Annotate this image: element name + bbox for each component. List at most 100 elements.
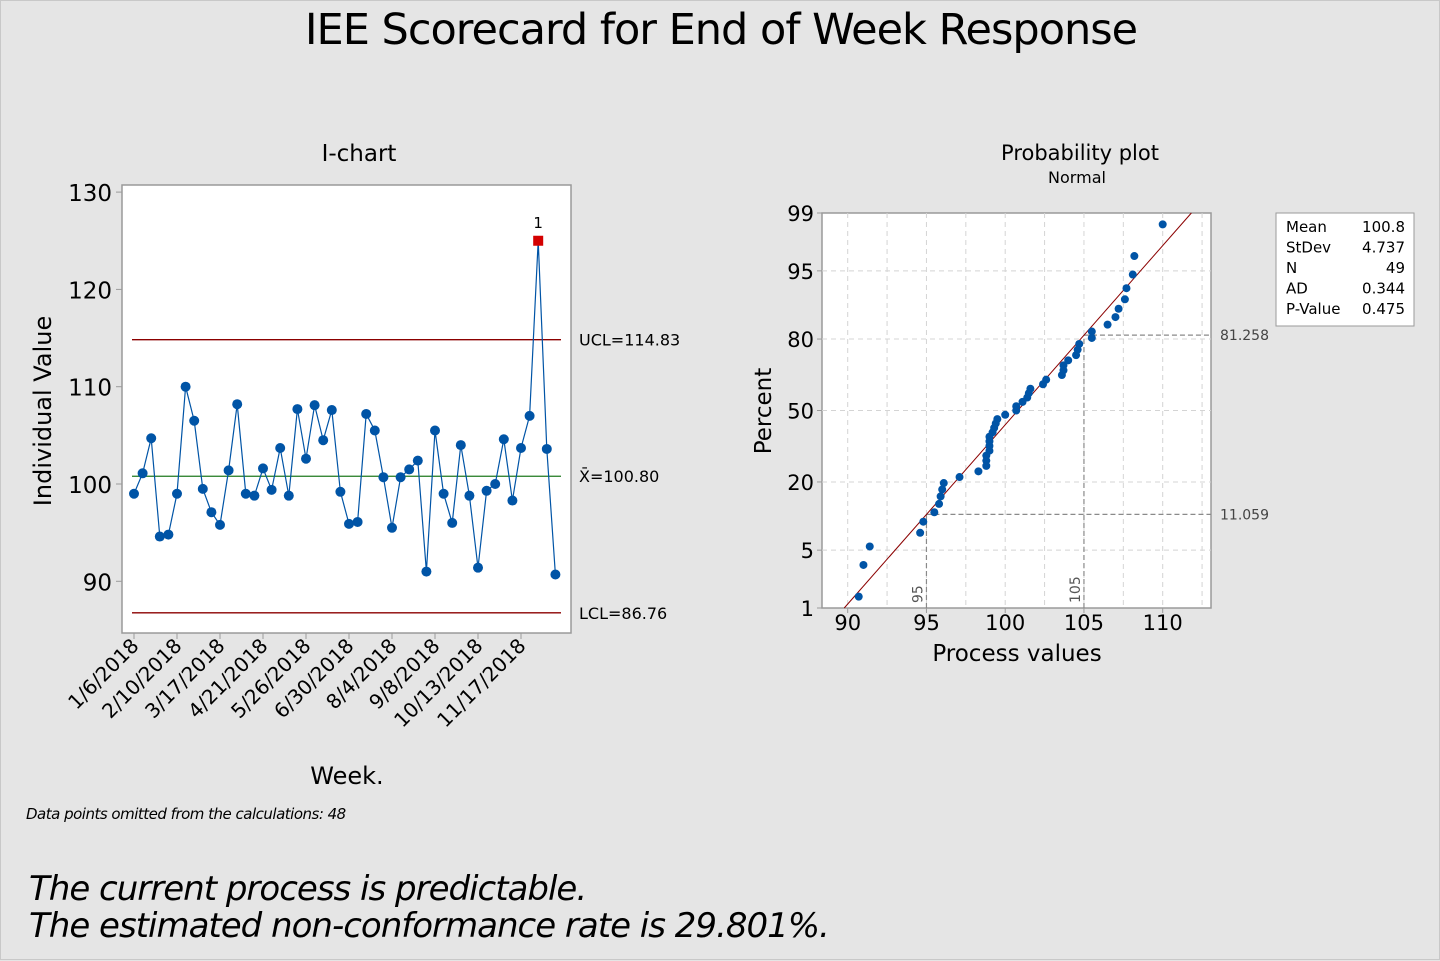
stats-label: N: [1286, 259, 1297, 277]
probability-point: [1012, 402, 1021, 411]
probability-point: [1128, 270, 1137, 279]
data-point: [275, 442, 286, 453]
probability-point: [939, 479, 948, 488]
data-point: [189, 415, 200, 426]
probability-point: [1122, 284, 1131, 293]
data-point: [430, 425, 440, 436]
probability-point: [1114, 304, 1123, 313]
data-point: [146, 433, 157, 444]
y-tick-label: 90: [83, 570, 112, 596]
i-chart-x-axis-label: Week.: [310, 762, 383, 790]
probability-point: [1087, 333, 1096, 342]
stats-value: 49: [1386, 259, 1405, 277]
data-point: [369, 425, 380, 436]
data-point: [412, 455, 423, 466]
data-point: [215, 519, 225, 530]
data-point: [249, 490, 260, 501]
y-tick-label: 130: [68, 181, 112, 207]
probability-point: [1026, 384, 1035, 393]
y-tick-label: 5: [801, 539, 814, 563]
data-point: [335, 486, 346, 497]
x-tick-label: 110: [1143, 611, 1183, 635]
data-point: [498, 434, 509, 445]
data-point: [266, 484, 277, 495]
probability-plot-x-axis-label: Process values: [932, 641, 1101, 667]
data-point: [223, 465, 234, 476]
data-point: [292, 404, 303, 415]
data-point: [240, 488, 251, 499]
y-tick-label: 20: [787, 471, 814, 495]
data-point: [172, 488, 182, 499]
probability-point: [1087, 327, 1096, 336]
data-point: [387, 522, 397, 533]
probability-plot-subtitle: Normal: [1048, 168, 1106, 187]
data-point: [490, 479, 501, 489]
i-chart-plot-area: [121, 184, 572, 634]
data-point: [129, 488, 139, 499]
probability-point: [974, 467, 983, 476]
data-point: [301, 453, 311, 464]
reference-x-label: 105: [1068, 576, 1084, 603]
stats-label: AD: [1286, 280, 1308, 298]
probability-point: [1064, 356, 1073, 365]
data-point: [180, 381, 191, 392]
probability-point: [865, 542, 874, 551]
x-tick-label: 100: [985, 611, 1025, 635]
data-point: [404, 464, 415, 475]
x-tick-label: 95: [913, 611, 940, 635]
probability-point: [930, 508, 939, 517]
stats-label: StDev: [1286, 239, 1331, 257]
data-point: [137, 468, 148, 479]
data-point: [206, 507, 217, 518]
y-tick-label: 100: [68, 473, 112, 499]
reference-x-label: 95: [910, 585, 926, 603]
stats-value: 0.475: [1362, 300, 1405, 318]
data-point: [197, 483, 208, 494]
stats-label: Mean: [1286, 218, 1327, 236]
data-point: [438, 488, 449, 499]
data-point: [541, 443, 552, 454]
stats-legend-box: [1275, 212, 1415, 327]
y-tick-label: 50: [787, 400, 814, 424]
probability-point: [938, 485, 947, 494]
probability-point: [1158, 220, 1167, 229]
data-point: [421, 566, 432, 577]
y-tick-label: 95: [787, 260, 814, 284]
y-tick-label: 99: [787, 202, 814, 226]
data-point: [326, 405, 337, 416]
probability-point: [919, 517, 928, 526]
data-point: [516, 442, 526, 453]
x-tick-label: 105: [1064, 611, 1104, 635]
data-point: [473, 562, 483, 573]
data-point: [507, 495, 518, 506]
y-tick-label: 80: [787, 328, 814, 352]
probability-point: [1042, 375, 1051, 384]
data-point: [455, 440, 466, 451]
probability-point: [955, 473, 964, 482]
omitted-points-note: Data points omitted from the calculation…: [26, 805, 346, 823]
conclusion-nonconformance: The estimated non-conformance rate is 29…: [29, 906, 830, 946]
center-line-label: X̄=100.80: [579, 467, 659, 486]
data-point: [258, 463, 268, 474]
probability-point: [1111, 313, 1120, 322]
out-of-control-point: [533, 235, 544, 246]
data-point: [283, 490, 294, 501]
conclusion-predictability: The current process is predictable.: [29, 869, 587, 909]
data-point: [163, 529, 174, 540]
i-chart-title: I-chart: [322, 141, 397, 167]
data-point: [378, 472, 389, 483]
i-chart-y-axis-label: Individual Value: [29, 316, 57, 506]
probability-point: [1103, 320, 1112, 329]
probability-plot-title: Probability plot: [1001, 141, 1159, 165]
data-point: [309, 400, 320, 411]
probability-plot: Probability plot Normal 95 11.059 105 81.25…: [751, 141, 1415, 667]
stats-legend: Mean 100.8 StDev 4.737 N 49 AD 0.344 P-Value 0.47…: [1275, 212, 1415, 327]
y-tick-label: 110: [68, 376, 112, 402]
probability-point: [936, 492, 945, 501]
data-point: [344, 518, 354, 529]
probability-point: [854, 592, 863, 601]
out-of-control-flag: 1: [533, 214, 543, 232]
lcl-label: LCL=86.76: [579, 604, 667, 623]
probability-point: [1130, 252, 1139, 261]
page-title: IEE Scorecard for End of Week Response: [304, 5, 1138, 55]
